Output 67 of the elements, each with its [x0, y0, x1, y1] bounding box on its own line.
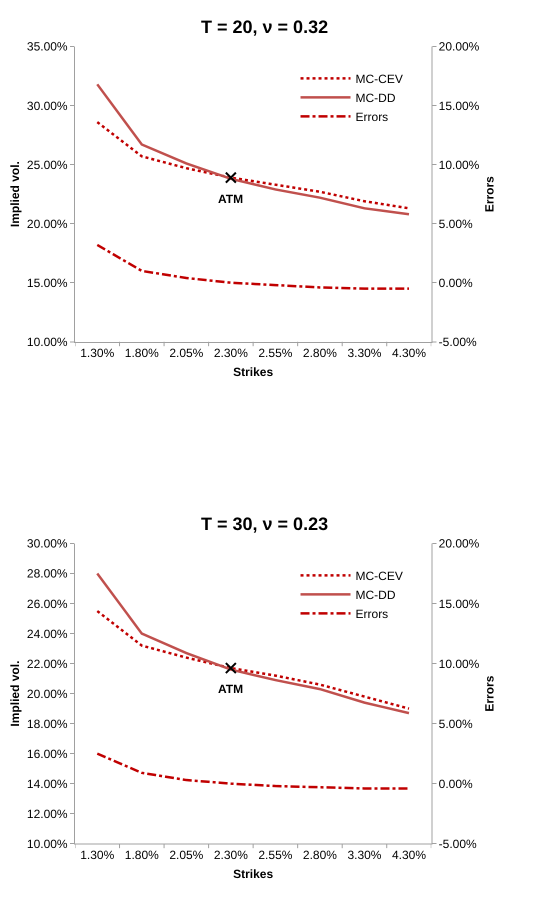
x-tick-label: 1.30% [80, 848, 115, 862]
y2-tick-label: 5.00% [438, 216, 474, 231]
y-tick-label: 20.00% [26, 216, 68, 231]
line-series [96, 610, 410, 710]
y-tick-label: 35.00% [26, 40, 68, 54]
y2-tick-label: 20.00% [438, 536, 480, 551]
x-tick-label: 1.30% [80, 346, 115, 360]
line-series [96, 244, 410, 290]
y2-tick-label: 0.00% [438, 276, 474, 290]
legend-label: MC-DD [356, 588, 396, 602]
y2-tick-label: 15.00% [438, 98, 480, 113]
x-tick-label: 1.80% [124, 848, 160, 862]
legend-label: Errors [356, 110, 388, 124]
legend-label: MC-CEV [356, 569, 403, 584]
y-tick-label: 12.00% [26, 806, 68, 821]
y2-tick-label: -5.00% [438, 334, 478, 349]
x-tick-label: 2.05% [169, 848, 204, 862]
x-tick-label: 3.30% [347, 346, 382, 360]
line-series [96, 572, 410, 714]
y-tick-label: 30.00% [26, 98, 68, 113]
x-axis-title: Strikes [233, 866, 274, 881]
line-series [96, 752, 410, 790]
y-tick-label: 26.00% [26, 596, 68, 611]
x-tick-label: 1.80% [124, 346, 160, 360]
line-series [96, 120, 410, 210]
y2-tick-label: 0.00% [438, 776, 474, 791]
y2-tick-label: 10.00% [438, 158, 480, 172]
y-tick-label: 20.00% [26, 686, 68, 701]
x-tick-label: 2.30% [214, 848, 248, 862]
annotation: ATM [218, 192, 244, 206]
x-tick-label: 2.80% [302, 346, 338, 360]
annotation: ATM [218, 682, 244, 696]
y2-tick-label: -5.00% [438, 836, 478, 851]
y2-tick-label: 5.00% [438, 716, 474, 731]
y-tick-label: 25.00% [26, 158, 68, 172]
y-tick-label: 10.00% [26, 836, 68, 851]
y-tick-label: 15.00% [26, 276, 68, 290]
y-tick-label: 30.00% [26, 536, 68, 551]
y2-axis-title: Errors [482, 176, 497, 212]
x-tick-label: 2.05% [169, 346, 204, 360]
y-tick-label: 24.00% [26, 626, 68, 641]
x-tick-label: 3.30% [347, 848, 382, 862]
line-series [96, 83, 410, 216]
y-tick-label: 28.00% [26, 566, 68, 581]
y2-tick-label: 20.00% [438, 40, 480, 54]
legend-label: MC-DD [356, 91, 396, 106]
x-tick-label: 2.55% [258, 346, 293, 360]
y2-tick-label: 15.00% [438, 596, 480, 611]
y-axis-title: Implied vol. [8, 660, 22, 727]
y-axis-title: Implied vol. [8, 161, 22, 228]
y-tick-label: 10.00% [26, 334, 68, 349]
x-tick-label: 2.80% [302, 848, 338, 862]
legend-label: Errors [356, 607, 388, 622]
legend-label: MC-CEV [356, 72, 403, 86]
y-tick-label: 22.00% [26, 656, 68, 671]
x-tick-label: 2.30% [214, 346, 248, 360]
y-tick-label: 14.00% [26, 776, 68, 791]
y2-tick-label: 10.00% [438, 656, 480, 671]
x-tick-label: 2.55% [258, 848, 293, 862]
y-tick-label: 18.00% [26, 716, 68, 731]
x-tick-label: 4.30% [392, 848, 426, 862]
x-tick-label: 4.30% [392, 346, 426, 360]
x-axis-title: Strikes [233, 365, 274, 380]
y-tick-label: 16.00% [26, 746, 68, 761]
y2-axis-title: Errors [482, 675, 497, 712]
chart-title: T = 20, ν = 0.32 [201, 17, 328, 37]
chart-title: T = 30, ν = 0.23 [201, 514, 328, 534]
